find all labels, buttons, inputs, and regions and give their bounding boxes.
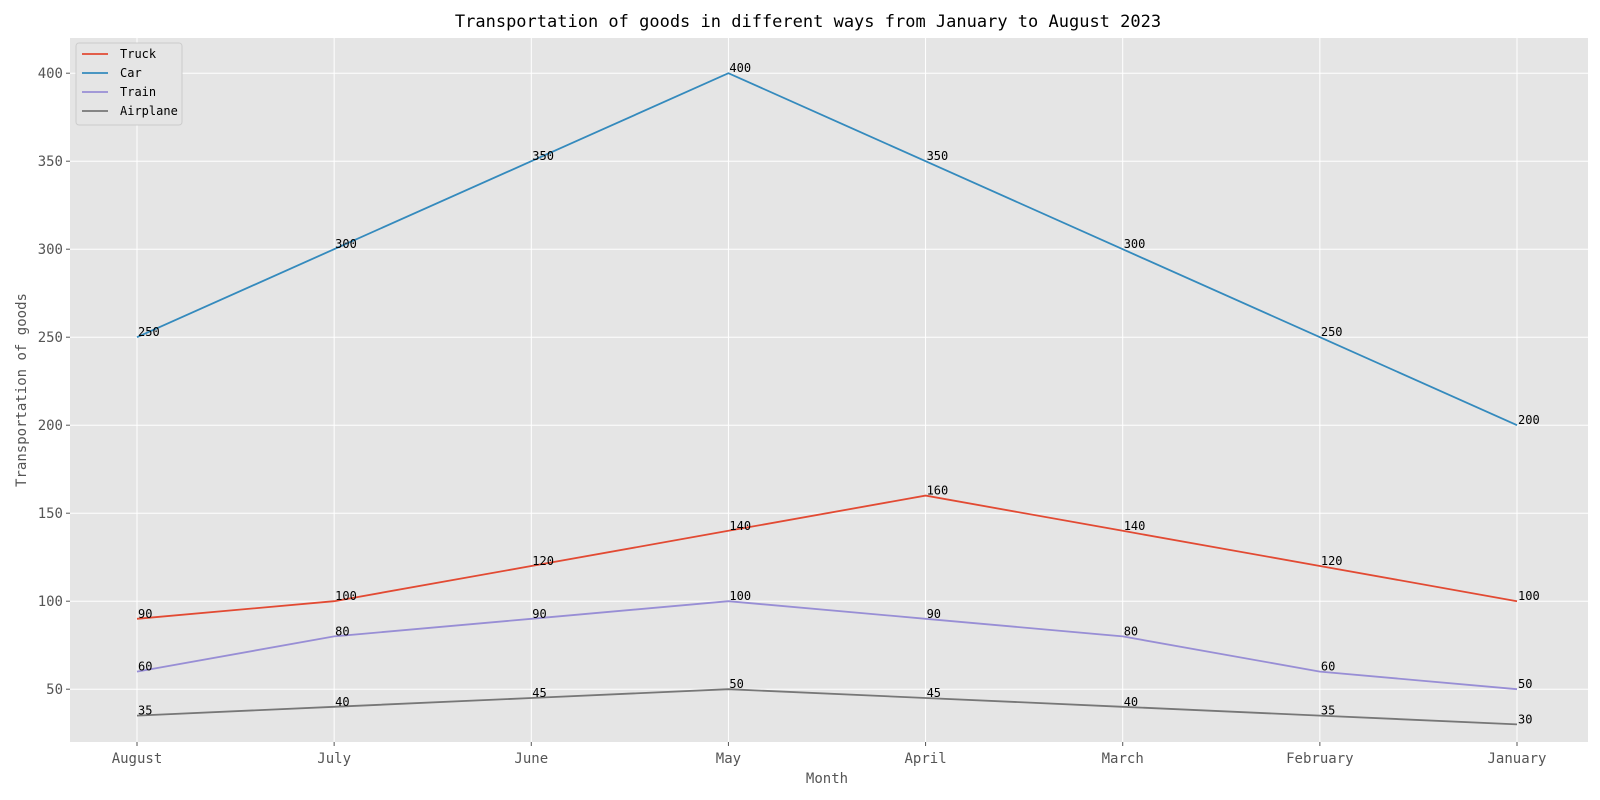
data-label-truck: 90 [138,607,152,621]
data-label-train: 60 [1321,660,1335,674]
y-tick-label: 100 [38,594,63,610]
y-axis-ticks: 50 100 150 200 250 300 350 400 [38,66,70,698]
series-line-airplane [136,688,1518,726]
data-label-airplane: 40 [335,695,349,709]
data-label-truck: 100 [335,589,357,603]
x-tick-label: April [904,751,946,767]
data-label-train: 90 [927,607,941,621]
data-label-train: 60 [138,660,152,674]
y-tick-label: 150 [38,506,63,522]
data-label-airplane: 35 [138,704,152,718]
x-tick-label: July [317,751,351,767]
data-label-train: 100 [729,589,751,603]
data-label-airplane: 35 [1321,704,1335,718]
data-label-train: 80 [335,624,349,638]
y-tick-label: 300 [38,242,63,258]
data-label-truck: 140 [729,519,751,533]
data-label-train: 50 [1518,677,1532,691]
data-label-truck: 140 [1124,519,1146,533]
legend-box [75,42,183,126]
y-tick-label: 250 [38,330,63,346]
data-label-truck: 160 [927,484,949,498]
x-tick-label: February [1286,751,1353,767]
series-layer [136,72,1518,726]
data-label-truck: 120 [532,554,554,568]
y-tick-label: 400 [38,66,63,82]
x-tick-label: January [1487,751,1546,767]
legend: Truck Car Train Airplane [75,42,183,126]
series-line-train [136,600,1518,691]
legend-label-train: Train [120,85,156,99]
data-label-car: 350 [532,149,554,163]
x-axis-ticks: August July June May April March February Janua… [112,742,1547,767]
data-label-car: 200 [1518,413,1540,427]
y-tick-label: 50 [46,682,63,698]
data-label-car: 300 [335,237,357,251]
x-tick-label: May [716,751,741,767]
legend-label-truck: Truck [120,47,157,61]
data-label-car: 400 [729,61,751,75]
series-line-truck [136,494,1518,620]
data-label-airplane: 45 [927,686,941,700]
data-label-car: 300 [1124,237,1146,251]
y-tick-label: 350 [38,154,63,170]
x-tick-label: March [1102,751,1144,767]
plot-background [70,38,1588,742]
series-line-car [136,72,1518,427]
data-label-car: 250 [138,325,160,339]
x-tick-label: August [112,751,163,767]
y-axis-label: Transportation of goods [14,293,30,487]
legend-label-airplane: Airplane [120,104,178,118]
data-label-airplane: 30 [1518,712,1532,726]
data-label-truck: 120 [1321,554,1343,568]
data-label-airplane: 40 [1124,695,1138,709]
chart-title: Transportation of goods in different way… [455,12,1161,32]
data-label-train: 90 [532,607,546,621]
gridlines [70,38,1588,742]
data-label-car: 250 [1321,325,1343,339]
y-tick-label: 200 [38,418,63,434]
data-labels: 90 100 120 140 160 140 120 100 250 300 350 400 350 30… [138,61,1540,726]
legend-label-car: Car [120,66,142,80]
data-label-train: 80 [1124,624,1138,638]
data-label-airplane: 50 [729,677,743,691]
data-label-car: 350 [927,149,949,163]
x-axis-label: Month [806,771,848,787]
data-label-truck: 100 [1518,589,1540,603]
x-tick-label: June [514,751,548,767]
data-label-airplane: 45 [532,686,546,700]
